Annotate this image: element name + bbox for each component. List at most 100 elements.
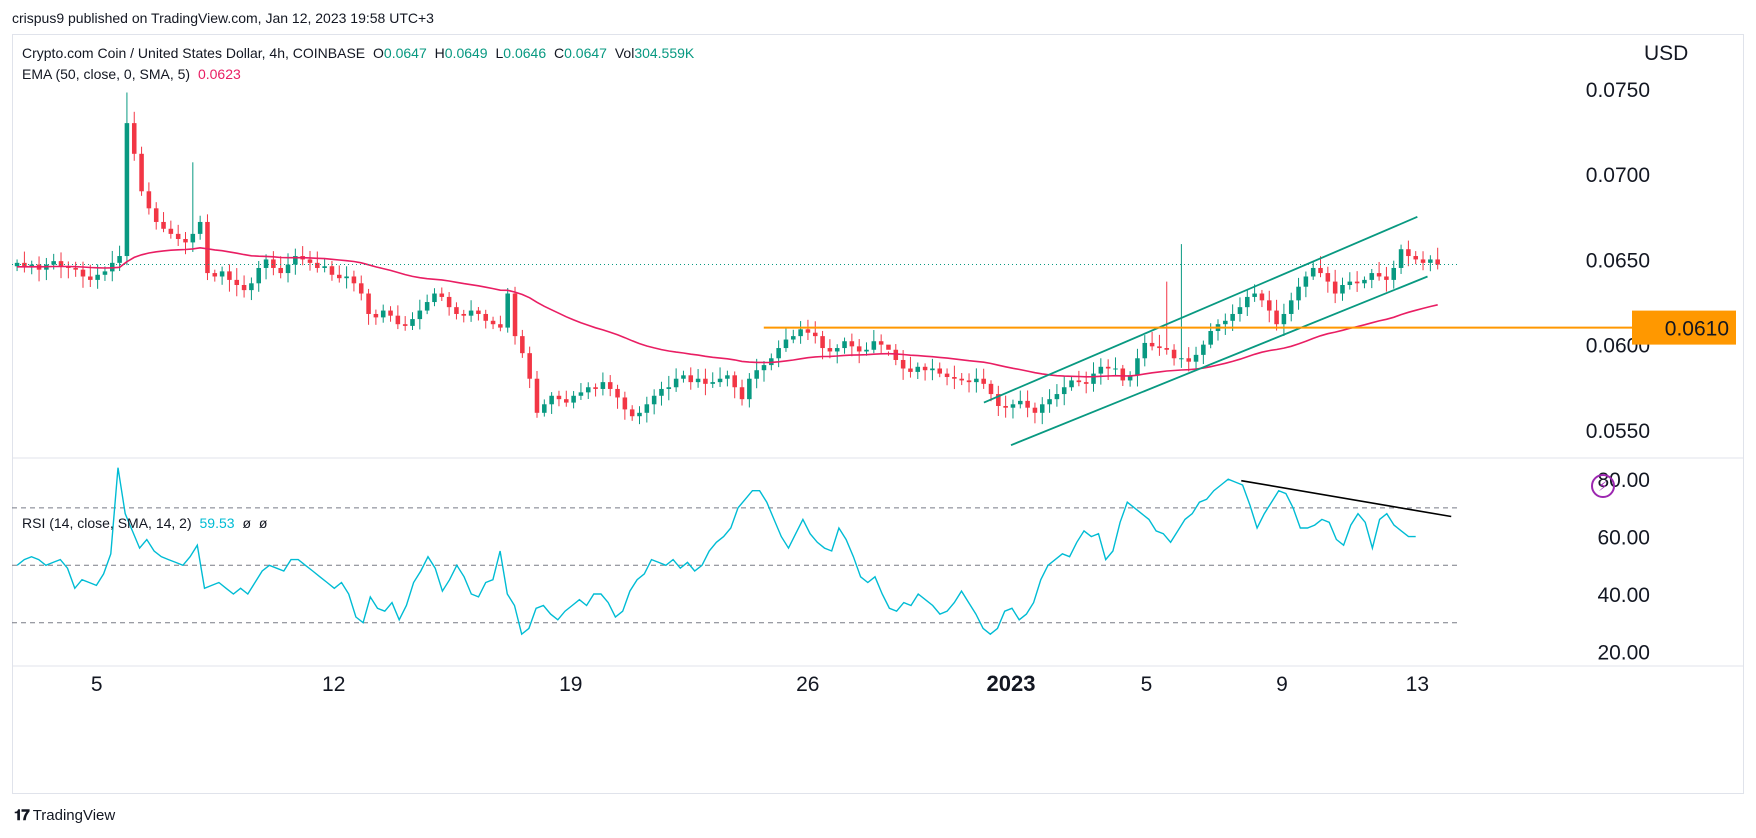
candle (710, 372, 716, 388)
lightning-bolt-icon[interactable]: ⚡ (1591, 474, 1615, 498)
candle (1083, 371, 1089, 394)
candle (629, 405, 635, 421)
candle-body (102, 271, 108, 275)
candle-body (1032, 407, 1038, 413)
candle-body (996, 394, 1001, 406)
candle (366, 288, 371, 325)
rsi-tick-label: 60.00 (1597, 527, 1650, 550)
candle (490, 316, 496, 330)
date-tick-label: 26 (796, 673, 819, 696)
candle-body (673, 378, 679, 388)
candle (1362, 276, 1367, 289)
candle-body (1076, 380, 1082, 383)
candle (329, 261, 335, 281)
legend-ema-value: 0.0623 (197, 66, 241, 82)
candle-body (1303, 276, 1309, 287)
candle-body (527, 353, 532, 379)
candle (922, 363, 928, 381)
candle (410, 312, 415, 331)
candle-body (344, 276, 349, 279)
candle-body (761, 365, 767, 371)
candle (930, 358, 935, 381)
candle-body (1127, 375, 1133, 381)
candle (981, 368, 986, 389)
candle-body (395, 315, 401, 325)
candle (607, 375, 613, 397)
candle-body (329, 266, 335, 275)
candle-body (175, 233, 181, 239)
candle (322, 258, 327, 273)
candle-body (893, 349, 899, 360)
candle-body (58, 261, 64, 267)
candle (22, 251, 27, 273)
candle-body (1061, 387, 1067, 395)
candle (944, 368, 950, 386)
date-tick-label: 2023 (987, 671, 1036, 696)
candle (747, 373, 752, 408)
candle-body (988, 383, 994, 395)
candle (1069, 376, 1074, 391)
candle-body (439, 293, 445, 297)
publisher-caption: crispus9 published on TradingView.com, J… (12, 10, 434, 26)
candle-body (1435, 259, 1440, 265)
brand-name: TradingView (32, 807, 116, 824)
candle-body (388, 310, 393, 316)
candle (908, 356, 913, 378)
candle-body (1428, 259, 1433, 263)
candle (344, 266, 349, 289)
candle (461, 309, 467, 323)
candle (432, 288, 437, 307)
candle-body (153, 208, 159, 222)
legend-low: L0.0646 (495, 45, 546, 61)
candle (153, 202, 159, 230)
candle (527, 346, 532, 389)
candle (1127, 371, 1133, 387)
price-tick-label: 0.0700 (1586, 164, 1650, 187)
candle (571, 391, 576, 409)
candle (476, 307, 481, 321)
candle (615, 384, 620, 409)
candle (483, 309, 489, 329)
candle-body (886, 344, 891, 350)
candle (278, 256, 283, 279)
candle (520, 329, 525, 358)
candle-body (1047, 399, 1052, 405)
candle-body (51, 261, 56, 265)
candle (373, 309, 379, 325)
legend-close: C0.0647 (554, 45, 607, 61)
candle (1237, 297, 1243, 322)
candle-body (534, 378, 540, 413)
candle-body (1025, 400, 1030, 408)
candle (1186, 347, 1191, 372)
candle-body (974, 378, 979, 383)
candle (1193, 346, 1199, 370)
candle-body (871, 341, 877, 350)
candle-body (1354, 281, 1360, 284)
candle (681, 370, 686, 383)
candle-body (717, 378, 723, 383)
candle (256, 260, 261, 292)
channel-lower-line (1010, 275, 1428, 447)
candle-body (1208, 331, 1213, 345)
candle-body (578, 392, 584, 396)
candle (1398, 244, 1404, 274)
candle-body (1288, 300, 1294, 314)
candle (454, 302, 459, 320)
candle-body (476, 310, 481, 314)
tradingview-brand[interactable]: 𝟏𝟕 TradingView (14, 807, 115, 824)
legend-volume-value: 304.559K (634, 45, 695, 61)
candle (534, 370, 540, 418)
candle-body (366, 293, 371, 314)
candle (300, 246, 305, 266)
candle (102, 266, 108, 281)
legend-high-value: 0.0649 (444, 45, 488, 61)
candle (1047, 389, 1052, 413)
candle-body (1003, 405, 1008, 408)
currency-label[interactable]: USD (1644, 42, 1689, 65)
candle (1164, 281, 1170, 355)
candle-body (1281, 313, 1287, 325)
candle-body (952, 377, 957, 379)
candle (124, 92, 130, 266)
candle (1215, 319, 1221, 341)
